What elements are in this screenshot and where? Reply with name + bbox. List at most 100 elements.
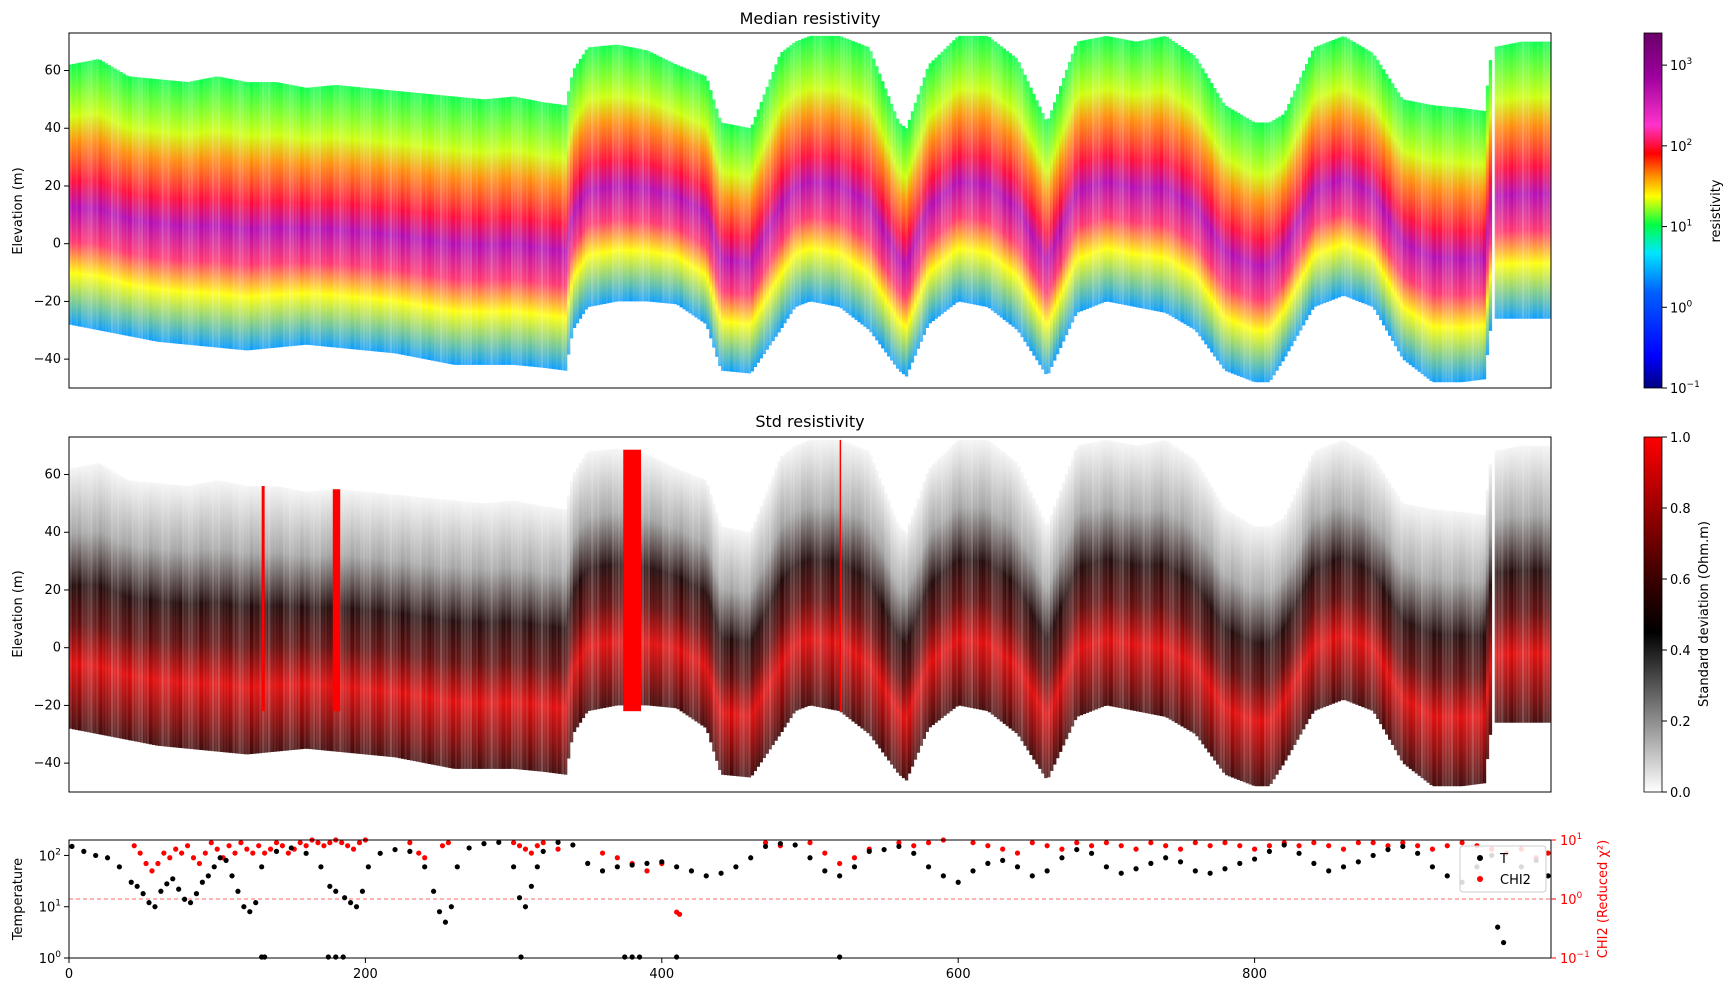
section-column — [641, 49, 645, 302]
section-column — [673, 468, 678, 709]
section-column — [1426, 508, 1430, 783]
chi2-point — [356, 840, 363, 846]
chi2-point — [208, 840, 214, 846]
t-point — [911, 850, 917, 856]
section-column — [1079, 40, 1084, 312]
y-tick-label: −20 — [34, 698, 61, 713]
section-column — [74, 63, 79, 326]
section-column — [1334, 38, 1338, 299]
t-point — [288, 845, 294, 851]
section-column — [1479, 514, 1484, 784]
colorbar-tick-label: 0.0 — [1670, 786, 1691, 801]
section-column — [863, 45, 867, 327]
std-y-ticks: −40 −20 0 20 40 60 — [34, 468, 69, 771]
section-column — [842, 37, 846, 311]
section-column — [309, 87, 313, 346]
section-column — [190, 81, 194, 346]
section-column — [842, 441, 846, 715]
section-column — [887, 500, 891, 761]
section-column — [1139, 40, 1143, 309]
chi2-point — [1074, 840, 1080, 846]
section-column — [1476, 110, 1481, 381]
section-column — [1219, 97, 1223, 365]
std-colorbar — [1643, 436, 1663, 793]
t-point — [1133, 866, 1139, 872]
section-column — [1061, 482, 1066, 746]
section-column — [1213, 87, 1217, 357]
section-column — [1462, 512, 1466, 787]
section-column — [1041, 516, 1045, 774]
section-column — [801, 442, 805, 709]
chi2-point — [1296, 843, 1302, 849]
section-column — [282, 83, 286, 347]
chi2-point — [345, 843, 351, 849]
section-column — [1047, 118, 1051, 374]
section-column — [869, 455, 873, 737]
section-column — [892, 111, 897, 365]
section-column — [1210, 83, 1214, 353]
section-column — [1233, 111, 1238, 375]
section-column — [925, 68, 929, 328]
section-column — [1118, 38, 1122, 305]
section-column — [1302, 474, 1306, 730]
section-column — [1494, 46, 1499, 319]
section-column — [258, 486, 263, 754]
t-point — [522, 904, 529, 910]
section-column — [433, 498, 437, 766]
section-column — [1331, 39, 1336, 300]
section-column — [1106, 440, 1110, 706]
section-column — [1411, 101, 1416, 368]
section-column — [294, 85, 298, 346]
section-column — [1245, 522, 1250, 784]
section-column — [1269, 121, 1273, 380]
section-column — [952, 444, 956, 709]
section-column — [1476, 514, 1481, 785]
section-column — [1453, 511, 1457, 787]
section-column — [904, 128, 909, 377]
chi2-point — [143, 860, 149, 867]
section-column — [1088, 39, 1092, 308]
section-column — [386, 494, 390, 757]
section-column — [940, 51, 944, 315]
section-column — [454, 96, 458, 365]
section-column — [558, 104, 562, 370]
t-point — [146, 900, 152, 906]
section-column — [163, 483, 168, 747]
section-column — [569, 77, 574, 339]
section-column — [608, 45, 612, 303]
section-column — [220, 481, 224, 753]
section-column — [1296, 83, 1300, 336]
section-column — [845, 442, 849, 717]
y-tick-label-right: 100 — [1560, 891, 1583, 908]
t-point — [318, 864, 324, 870]
section-column — [715, 108, 719, 357]
section-column — [1411, 505, 1416, 772]
section-column — [1420, 507, 1424, 779]
section-column — [620, 449, 624, 706]
section-column — [1420, 103, 1424, 375]
y-tick-label: 60 — [44, 64, 61, 79]
t-point — [881, 846, 887, 853]
section-column — [1322, 447, 1327, 708]
section-column — [172, 484, 177, 748]
section-column — [664, 59, 669, 304]
chi2-point — [1311, 840, 1317, 846]
t-point — [448, 904, 454, 910]
section-column — [638, 48, 642, 302]
section-column — [383, 89, 387, 353]
section-column — [626, 46, 630, 302]
section-column — [504, 501, 509, 769]
section-column — [1174, 446, 1178, 724]
section-column — [374, 88, 378, 352]
section-column — [406, 92, 411, 356]
section-column — [1275, 118, 1279, 371]
section-column — [1417, 506, 1421, 776]
chi2-point — [1326, 843, 1332, 849]
section-column — [489, 502, 494, 769]
section-column — [555, 508, 559, 774]
section-column — [1337, 37, 1341, 298]
chi2-point — [516, 843, 523, 849]
section-column — [546, 102, 550, 369]
section-column — [368, 88, 372, 351]
section-column — [1441, 106, 1445, 383]
